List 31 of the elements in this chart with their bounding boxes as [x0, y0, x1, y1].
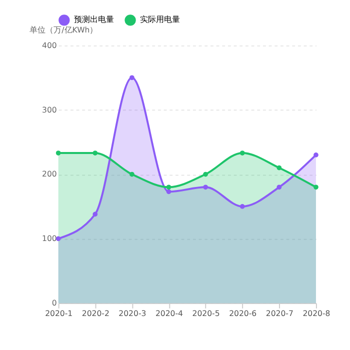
point [314, 152, 318, 158]
y-tick-label: 300 [42, 105, 57, 114]
point [203, 172, 208, 177]
y-tick-label: 200 [42, 170, 57, 179]
legend-label: 实际用电量 [140, 15, 180, 24]
point [130, 172, 134, 177]
x-tick-label: 2020-4 [155, 309, 184, 318]
point [166, 184, 172, 190]
point [56, 150, 61, 156]
point [240, 150, 245, 156]
x-tick-label: 2020-2 [82, 309, 110, 318]
point [203, 184, 208, 190]
y-tick-label: 400 [42, 40, 57, 50]
point [314, 184, 318, 190]
point [240, 204, 245, 209]
x-tick-label: 2020-8 [302, 309, 330, 318]
point [166, 189, 172, 194]
x-tick-label: 2020-5 [192, 309, 220, 318]
x-tick-label: 2020-7 [266, 309, 294, 318]
x-tick-label: 2020-1 [45, 309, 73, 318]
legend-label: 预测出电量 [74, 15, 114, 24]
point [276, 165, 282, 170]
point [130, 75, 134, 80]
y-tick-label: 100 [42, 234, 57, 244]
point [92, 150, 98, 156]
x-tick-label: 2020-3 [118, 309, 146, 318]
x-tick-label: 2020-6 [229, 309, 257, 318]
point [92, 212, 98, 217]
y-axis-title: 单位（万/亿KWh） [30, 25, 98, 34]
y-tick-label: 0 [52, 298, 57, 308]
point [276, 184, 282, 190]
